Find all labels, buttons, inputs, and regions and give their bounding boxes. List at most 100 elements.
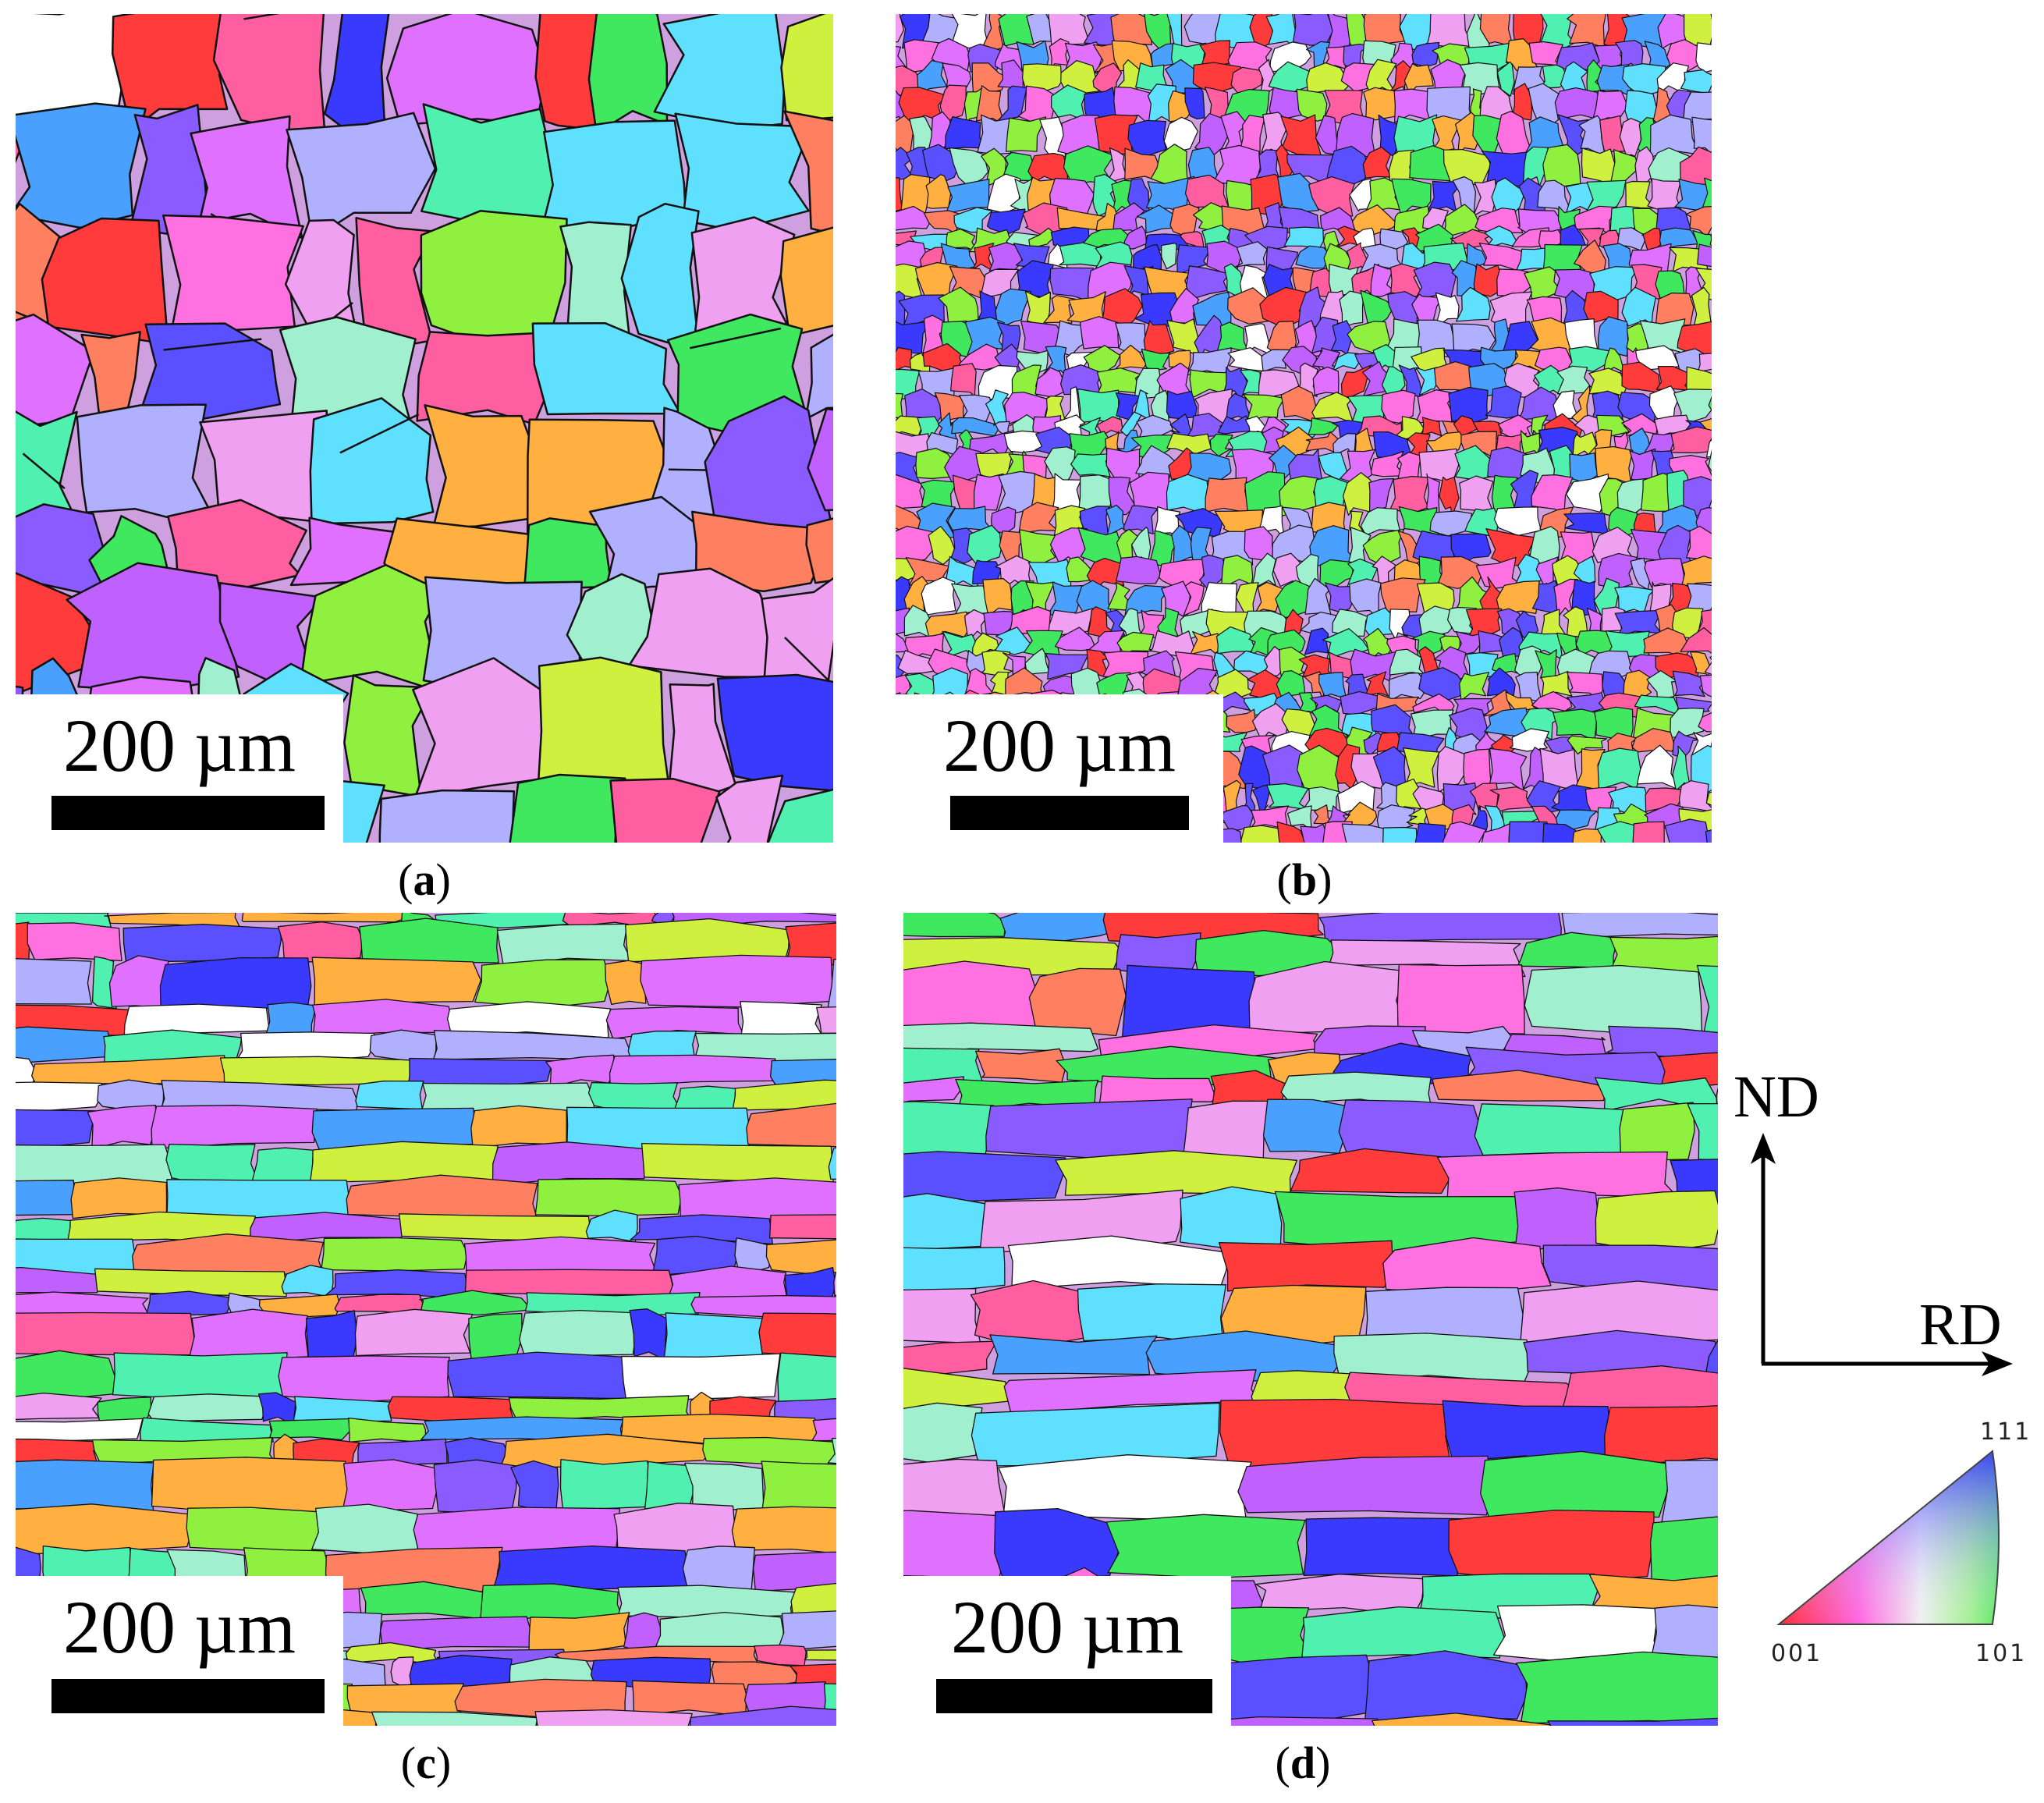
grain <box>653 14 786 131</box>
grain <box>264 1002 318 1038</box>
grain <box>1340 801 1378 828</box>
grain <box>811 1418 836 1442</box>
grain <box>277 921 364 964</box>
grain <box>371 1711 538 1726</box>
grain <box>1597 747 1642 790</box>
grain <box>1496 61 1515 97</box>
grain <box>1484 225 1518 250</box>
grain <box>559 1458 652 1510</box>
grain <box>112 1352 288 1400</box>
grain <box>346 1174 538 1221</box>
twin-boundary <box>784 637 831 683</box>
grain <box>293 1396 393 1425</box>
grain <box>1588 1574 1718 1613</box>
grain <box>1277 172 1319 213</box>
grain <box>1696 964 1718 1037</box>
grain <box>1465 608 1503 641</box>
grain <box>1622 62 1666 97</box>
grain <box>1619 1102 1695 1161</box>
grain <box>1478 243 1523 272</box>
grain <box>1493 506 1542 537</box>
grain <box>674 112 812 232</box>
grain <box>509 773 626 843</box>
grain <box>16 1109 96 1150</box>
grain <box>1028 227 1057 250</box>
grain <box>1678 780 1712 812</box>
ipf-label-101: 101 <box>1975 1640 2028 1667</box>
grain <box>16 1026 112 1063</box>
grain <box>715 774 784 843</box>
grain <box>251 1147 315 1183</box>
ipf-triangle-outline <box>1776 1450 2000 1625</box>
grain <box>1028 967 1127 1037</box>
grain <box>1254 581 1284 614</box>
grain <box>1442 821 1487 843</box>
grain <box>1669 426 1712 454</box>
grain <box>1105 1514 1306 1579</box>
grain <box>621 1353 781 1402</box>
grain <box>1646 669 1678 701</box>
grain <box>783 110 833 236</box>
grain <box>1121 964 1258 1038</box>
grain <box>1124 584 1171 616</box>
ipf-label-111: 111 <box>1980 1418 2032 1446</box>
grain <box>1697 243 1712 268</box>
grain <box>1251 784 1271 815</box>
grain <box>1044 446 1076 484</box>
grain <box>903 1101 995 1159</box>
caption-c: (c) <box>400 1737 452 1788</box>
grain <box>342 1459 438 1511</box>
ebsd-map-a: 200 µm <box>16 14 833 843</box>
scale-label-a: 200 µm <box>63 704 296 787</box>
grain <box>1149 530 1180 568</box>
grain <box>1382 1237 1552 1295</box>
grain <box>1234 241 1268 268</box>
grain <box>212 14 326 133</box>
grain <box>915 447 956 480</box>
grain <box>1448 1509 1655 1584</box>
grain <box>663 1312 765 1359</box>
grain <box>1428 115 1462 156</box>
grain <box>998 14 1034 47</box>
grain <box>1469 804 1489 832</box>
grain <box>1325 582 1357 613</box>
grain <box>1360 289 1393 329</box>
grain <box>16 1144 172 1187</box>
grain <box>1415 367 1439 396</box>
grain <box>407 1057 555 1088</box>
grain <box>321 1237 468 1272</box>
grain <box>1652 1604 1718 1660</box>
grain <box>1047 581 1084 619</box>
grain <box>1183 581 1205 616</box>
grain <box>1180 1186 1283 1252</box>
grain <box>1439 476 1460 517</box>
grain <box>311 957 481 1010</box>
grain <box>790 1663 836 1686</box>
grain <box>1708 396 1712 412</box>
grain <box>1531 414 1549 438</box>
grain <box>903 1340 998 1380</box>
grain <box>1542 243 1583 273</box>
grain <box>1425 431 1464 454</box>
grain <box>1230 66 1263 97</box>
grain <box>1509 728 1549 752</box>
grain <box>1301 1606 1505 1659</box>
grain <box>140 1417 275 1446</box>
grain <box>354 1308 474 1357</box>
grain <box>1388 149 1414 186</box>
caption-b: (b) <box>1276 854 1333 905</box>
grain <box>1308 176 1355 217</box>
grain <box>1705 829 1712 843</box>
grain <box>1340 365 1371 399</box>
grain <box>674 1085 737 1111</box>
ipf-color-legend <box>1776 1450 2000 1625</box>
caption-b-letter: b <box>1291 854 1318 905</box>
grain <box>1704 655 1712 675</box>
grain <box>1680 146 1712 187</box>
grain <box>640 954 833 1008</box>
grain <box>1595 1190 1718 1254</box>
grain <box>631 1680 747 1717</box>
grain <box>1704 1340 1718 1379</box>
grain <box>827 1437 836 1464</box>
grain <box>1709 233 1712 247</box>
